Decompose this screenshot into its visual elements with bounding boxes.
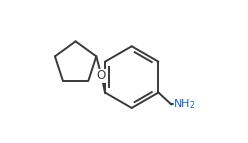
Text: NH$_2$: NH$_2$ <box>173 98 196 111</box>
Text: O: O <box>97 69 106 82</box>
